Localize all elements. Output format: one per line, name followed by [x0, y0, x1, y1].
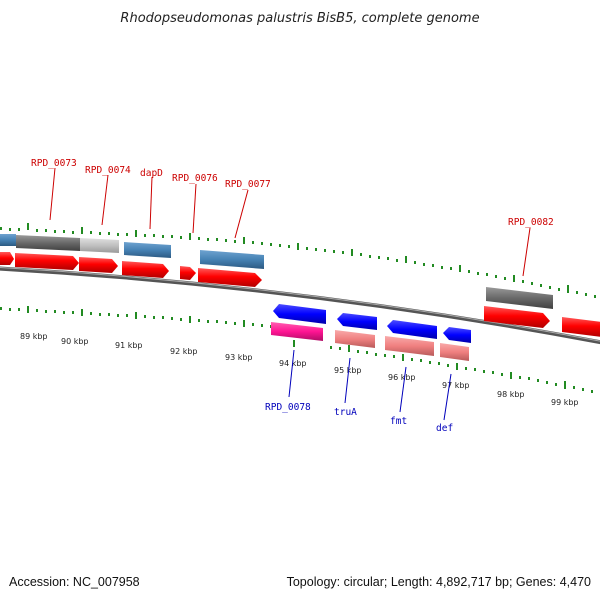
- gene-feature-trua[interactable]: [335, 330, 375, 348]
- scale-label-89kbp: 89 kbp: [20, 332, 48, 341]
- gene-label-trua[interactable]: truA: [334, 407, 357, 418]
- cds-arrow[interactable]: [0, 252, 14, 265]
- leader-def: [443, 373, 452, 421]
- scale-label-92kbp: 92 kbp: [170, 347, 198, 356]
- gene-feature-rpd-0077[interactable]: [200, 250, 264, 269]
- cds-arrow-rpd-0074[interactable]: [79, 257, 118, 273]
- scale-label-97kbp: 97 kbp: [442, 381, 470, 390]
- gene-label-rpd-0073[interactable]: RPD_0073: [31, 158, 77, 169]
- cds-arrow-partial[interactable]: [562, 317, 600, 337]
- lower-cds-arrows: [273, 304, 471, 343]
- genome-backbone: [0, 266, 600, 345]
- gene-label-dapd[interactable]: dapD: [140, 168, 163, 179]
- gene-feature-def[interactable]: [440, 343, 469, 361]
- cds-arrow-def[interactable]: [443, 327, 471, 343]
- scale-label-98kbp: 98 kbp: [497, 390, 525, 399]
- gene-label-def[interactable]: def: [436, 423, 453, 434]
- cds-arrow-rpd-0077[interactable]: [198, 268, 262, 287]
- upper-gene-labels: RPD_0073 RPD_0074 dapD RPD_0076 RPD_0077…: [31, 158, 554, 228]
- scale-label-93kbp: 93 kbp: [225, 353, 253, 362]
- scale-label-91kbp: 91 kbp: [115, 341, 143, 350]
- upper-tick-row: [0, 223, 596, 298]
- gene-feature-rpd-0073[interactable]: [16, 235, 80, 251]
- gene-label-rpd-0074[interactable]: RPD_0074: [85, 165, 131, 176]
- label-leader-lines: [49, 167, 531, 421]
- gene-feature-fmt[interactable]: [385, 336, 434, 356]
- gene-label-rpd-0077[interactable]: RPD_0077: [225, 179, 271, 190]
- leader-rpd-0074: [101, 174, 109, 226]
- gene-feature-rpd-0078[interactable]: [271, 322, 323, 341]
- leader-dapd: [149, 176, 153, 230]
- upper-cds-arrows: [0, 252, 600, 337]
- leader-rpd-0077: [234, 189, 249, 239]
- genome-backbone-highlight: [0, 267, 600, 342]
- cds-arrow-trua[interactable]: [337, 313, 377, 330]
- cds-arrow-rpd-0078[interactable]: [273, 304, 326, 324]
- scale-label-96kbp: 96 kbp: [388, 373, 416, 382]
- gene-feature-rpd-0074[interactable]: [80, 238, 119, 253]
- accession-text: Accession: NC_007958: [9, 575, 140, 589]
- scale-label-95kbp: 95 kbp: [334, 366, 362, 375]
- upper-gene-features: [0, 234, 553, 309]
- leader-fmt: [399, 366, 407, 413]
- lower-tick-row: [0, 306, 593, 393]
- topology-text: Topology: circular; Length: 4,892,717 bp…: [287, 575, 591, 589]
- leader-rpd-0078: [288, 349, 295, 398]
- leader-rpd-0073: [49, 167, 56, 221]
- gene-feature-dapd[interactable]: [124, 242, 171, 258]
- leader-rpd-0082: [522, 227, 531, 277]
- cds-arrow-rpd-0073[interactable]: [15, 253, 79, 270]
- gene-feature-blue[interactable]: [0, 234, 16, 246]
- cds-arrow-rpd-0082[interactable]: [484, 306, 550, 328]
- cds-arrow-fmt[interactable]: [387, 320, 437, 339]
- lower-gene-labels: RPD_0078 truA fmt def: [265, 402, 453, 434]
- gene-label-fmt[interactable]: fmt: [390, 416, 407, 427]
- genome-title: Rhodopseudomonas palustris BisB5, comple…: [120, 11, 479, 26]
- gene-feature-rpd-0082[interactable]: [486, 287, 553, 309]
- lower-gene-features: [271, 322, 469, 361]
- cds-arrow-dapd[interactable]: [122, 261, 169, 278]
- scale-label-99kbp: 99 kbp: [551, 398, 579, 407]
- gene-label-rpd-0078[interactable]: RPD_0078: [265, 402, 311, 413]
- leader-trua: [344, 357, 351, 404]
- leader-rpd-0076: [192, 183, 197, 234]
- gene-label-rpd-0076[interactable]: RPD_0076: [172, 173, 218, 184]
- cds-arrow-rpd-0076[interactable]: [180, 266, 196, 280]
- scale-labels: 89 kbp 90 kbp 91 kbp 92 kbp 93 kbp 94 kb…: [20, 332, 579, 407]
- scale-label-90kbp: 90 kbp: [61, 337, 89, 346]
- gene-label-rpd-0082[interactable]: RPD_0082: [508, 217, 554, 228]
